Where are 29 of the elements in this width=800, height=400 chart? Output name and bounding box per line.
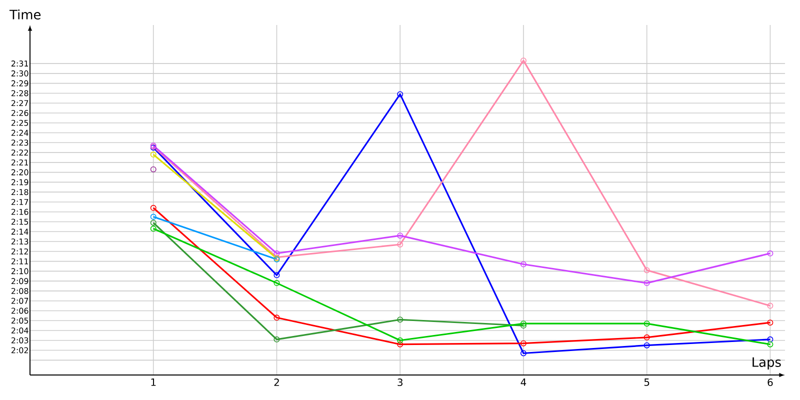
- point: [520, 350, 526, 356]
- point: [397, 91, 404, 98]
- x-tick-label: 6: [768, 378, 773, 386]
- point: [520, 58, 526, 64]
- point: [397, 241, 404, 248]
- point: [644, 267, 650, 274]
- point: [274, 314, 280, 321]
- point: [274, 250, 280, 256]
- x-tick-label: 3: [398, 378, 402, 386]
- point: [644, 334, 650, 340]
- point: [397, 341, 404, 348]
- point: [150, 166, 156, 172]
- point: [644, 320, 650, 327]
- y-axis-title: Time: [9, 9, 41, 20]
- x-tick-label: 4: [520, 378, 526, 386]
- point: [644, 342, 650, 348]
- x-tick-label: 2: [274, 378, 279, 386]
- point: [274, 336, 280, 342]
- point: [397, 232, 404, 239]
- point: [274, 280, 280, 286]
- point: [397, 337, 404, 344]
- point: [644, 280, 650, 286]
- point: [520, 340, 526, 346]
- x-tick-label: 5: [644, 378, 650, 386]
- point: [520, 261, 526, 268]
- x-tick-label: 1: [151, 378, 156, 386]
- point: [397, 316, 404, 323]
- point: [274, 272, 280, 278]
- x-axis-title: Laps: [752, 357, 781, 370]
